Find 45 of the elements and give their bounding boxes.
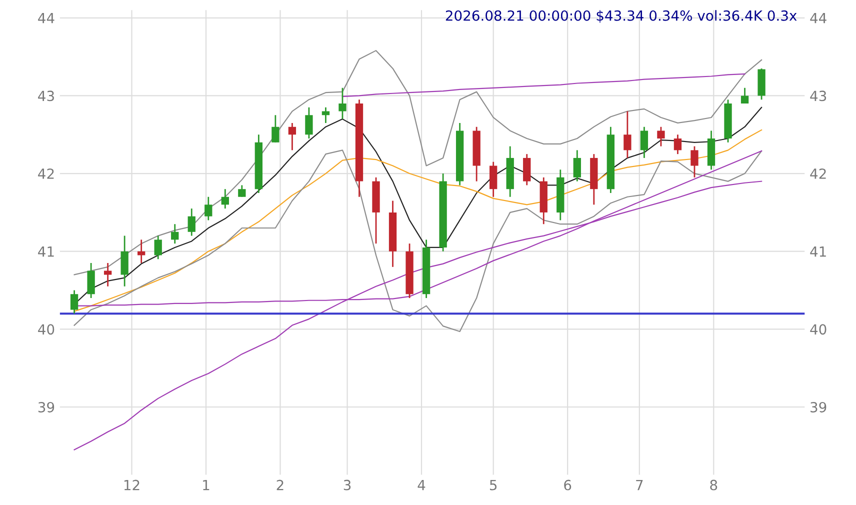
- y2-tick-label: 41: [810, 246, 826, 257]
- y-tick-label: 42: [38, 168, 54, 179]
- candlestick: [288, 122, 296, 151]
- candlestick: [171, 223, 179, 244]
- x-tick-label: 5: [490, 480, 497, 490]
- y-tick-label: 41: [38, 246, 54, 257]
- candlestick: [338, 87, 346, 120]
- candlestick: [674, 134, 682, 155]
- x-tick-label: 6: [564, 480, 572, 490]
- candlestick: [573, 149, 581, 182]
- candlestick: [305, 106, 313, 140]
- candlestick: [272, 114, 280, 144]
- chart-title: 2026.08.21 00:00:00 $43.34 0.34% vol:36.4K 0.3x: [446, 10, 797, 23]
- line-series: [342, 73, 746, 98]
- y2-tick-label: 40: [810, 324, 826, 335]
- y-tick-label: 40: [38, 324, 54, 335]
- candlestick: [490, 161, 498, 198]
- candlestick: [221, 188, 229, 210]
- x-tick-label: 1: [203, 480, 210, 490]
- y-tick-label: 39: [38, 402, 54, 412]
- candlestick: [657, 126, 665, 147]
- candlestick: [154, 235, 162, 260]
- x-tick-label: 3: [344, 480, 351, 490]
- y-tick-label: 44: [38, 13, 54, 24]
- y2-tick-label: 44: [810, 13, 826, 24]
- candlestick: [70, 290, 78, 314]
- candlestick: [120, 235, 128, 288]
- y2-tick-label: 43: [810, 90, 826, 102]
- candlestick: [640, 126, 648, 159]
- y2-tick-label: 42: [810, 168, 826, 179]
- candlestick: [87, 262, 95, 299]
- candlestick: [690, 146, 698, 178]
- candlestick: [204, 196, 212, 221]
- candlestick: [238, 184, 246, 198]
- y-tick-label: 43: [38, 90, 54, 102]
- candlestick: [740, 87, 749, 104]
- x-tick-label: 7: [636, 480, 643, 490]
- x-tick-label: 2: [276, 480, 284, 490]
- candlestick: [523, 153, 531, 186]
- x-tick-label: 4: [418, 480, 426, 490]
- candlestick: [624, 110, 632, 159]
- candlestick: [188, 208, 196, 236]
- y2-tick-label: 39: [810, 402, 826, 412]
- x-tick-label: 8: [710, 480, 718, 490]
- x-tick-label: 12: [124, 480, 140, 490]
